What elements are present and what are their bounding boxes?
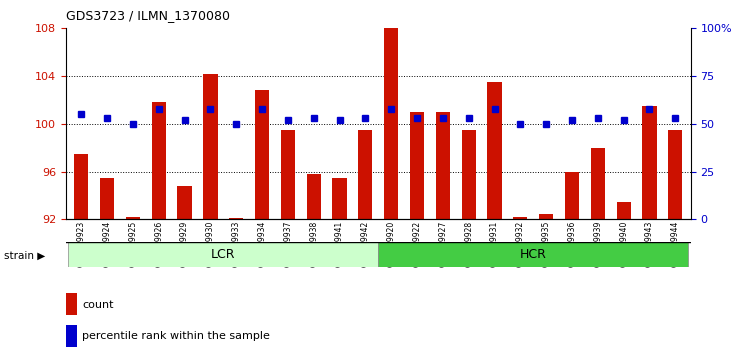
Text: percentile rank within the sample: percentile rank within the sample	[82, 331, 270, 342]
Bar	[410, 112, 424, 219]
Text: LCR: LCR	[211, 249, 235, 261]
Bar	[643, 106, 656, 219]
Bar	[488, 82, 501, 219]
Bar	[66, 293, 77, 315]
Bar	[379, 242, 688, 267]
Bar	[358, 130, 373, 219]
Bar	[69, 242, 379, 267]
Bar	[565, 172, 579, 219]
Text: HCR: HCR	[520, 249, 547, 261]
Bar	[281, 130, 295, 219]
Bar	[436, 112, 450, 219]
Bar	[126, 217, 140, 219]
Bar	[151, 102, 166, 219]
Bar	[461, 130, 476, 219]
Bar	[384, 28, 398, 219]
Text: count: count	[82, 299, 113, 310]
Text: strain ▶: strain ▶	[4, 251, 45, 261]
Bar	[306, 174, 321, 219]
Bar	[66, 325, 77, 347]
Bar	[591, 148, 605, 219]
Bar	[333, 178, 346, 219]
Bar	[178, 186, 192, 219]
Bar	[74, 154, 88, 219]
Bar	[100, 178, 114, 219]
Bar	[203, 74, 218, 219]
Bar	[668, 130, 683, 219]
Bar	[513, 217, 528, 219]
Bar	[229, 218, 243, 219]
Bar	[616, 201, 631, 219]
Text: GDS3723 / ILMN_1370080: GDS3723 / ILMN_1370080	[66, 9, 230, 22]
Bar	[539, 213, 553, 219]
Bar	[255, 91, 269, 219]
